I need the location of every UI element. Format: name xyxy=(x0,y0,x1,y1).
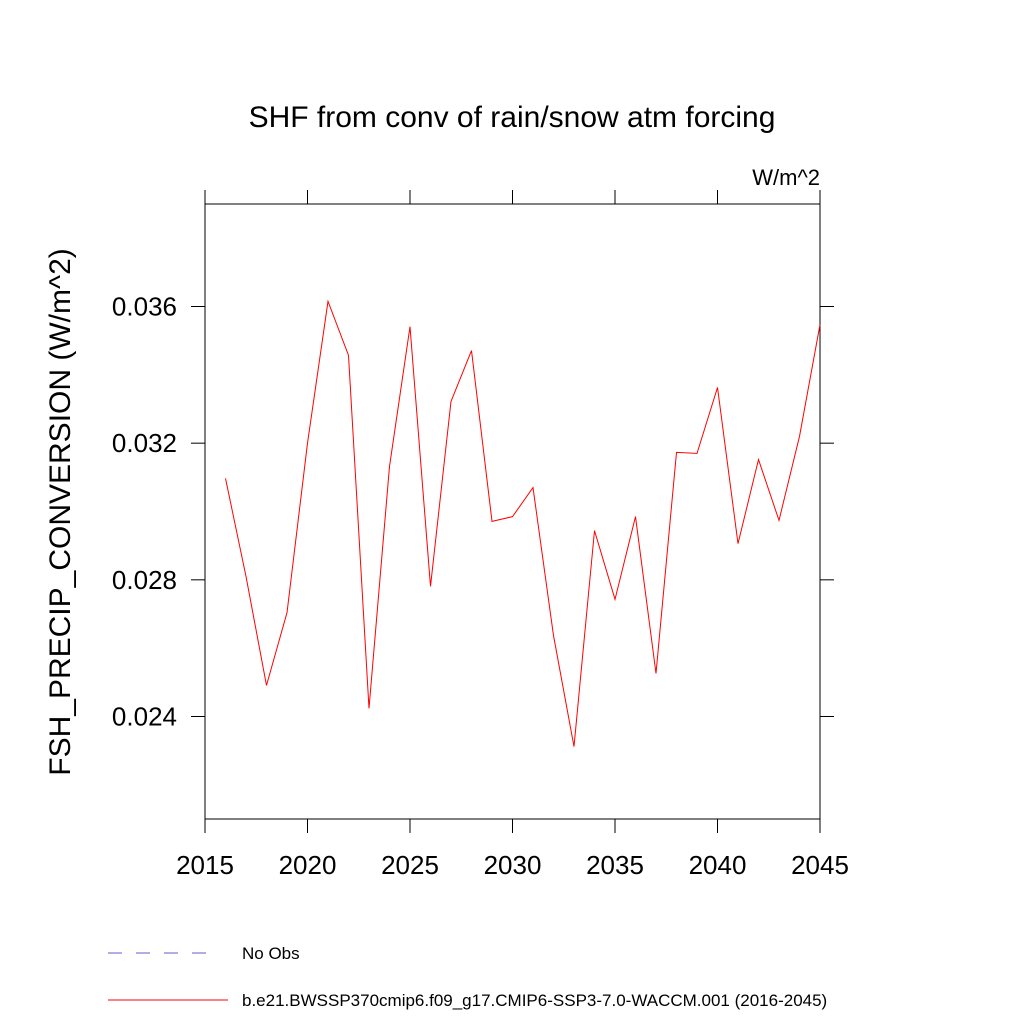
y-tick-label: 0.036 xyxy=(112,292,177,322)
x-tick-label: 2025 xyxy=(381,850,439,880)
data-line xyxy=(225,299,821,747)
plot-frame xyxy=(204,203,821,820)
y-tick-label: 0.024 xyxy=(112,702,177,732)
y-tick-label: 0.032 xyxy=(112,428,177,458)
x-tick-label: 2030 xyxy=(484,850,542,880)
x-tick-label: 2015 xyxy=(176,850,234,880)
legend-label: b.e21.BWSSP370cmip6.f09_g17.CMIP6-SSP3-7… xyxy=(242,991,827,1010)
x-tick-label: 2035 xyxy=(586,850,644,880)
x-tick-label: 2020 xyxy=(279,850,337,880)
chart-title: SHF from conv of rain/snow atm forcing xyxy=(249,101,776,134)
y-tick-label: 0.028 xyxy=(112,565,177,595)
units-label: W/m^2 xyxy=(752,165,820,190)
x-tick-label: 2040 xyxy=(689,850,747,880)
legend-label: No Obs xyxy=(242,944,300,963)
x-tick-label: 2045 xyxy=(791,850,849,880)
y-axis-label: FSH_PRECIP_CONVERSION (W/m^2) xyxy=(44,248,77,775)
